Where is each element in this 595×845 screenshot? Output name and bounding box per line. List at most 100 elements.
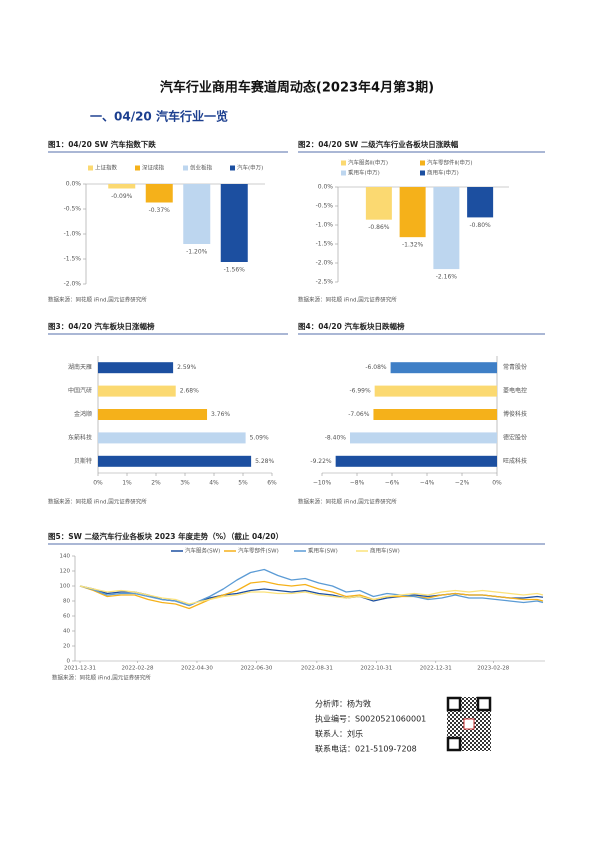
figure-source: 数据来源：同花顺 iFind,国元证券研究所 — [298, 498, 397, 506]
x-tick-label: 2022-06-30 — [240, 666, 272, 672]
legend-label: 汽车(申万) — [237, 164, 263, 172]
x-tick-label: 2023-02-28 — [477, 666, 509, 672]
category-label: 东箭科技 — [68, 433, 92, 441]
figure-source: 数据来源：同花顺 iFind,国元证券研究所 — [298, 296, 397, 304]
category-label: 博俊科技 — [503, 410, 527, 418]
figure-caption: 图2：04/20 SW 二级汽车行业各板块日涨跌幅 — [298, 139, 459, 149]
y-tick-label: -2.0% — [64, 281, 82, 288]
y-tick-label: 140 — [60, 554, 71, 560]
legend-label: 汽车服务Ⅱ(申万) — [348, 159, 388, 167]
legend-label: 汽车零部件(SW) — [238, 547, 279, 555]
category-label: 贝斯特 — [74, 457, 92, 465]
bar — [183, 184, 211, 244]
legend-swatch — [420, 160, 425, 166]
y-tick-label: 0 — [67, 659, 71, 665]
value-label: 3.76% — [211, 411, 230, 418]
category-label: 菱电电控 — [503, 387, 527, 395]
y-tick-label: 120 — [60, 569, 71, 575]
bar — [108, 184, 136, 189]
bar — [374, 385, 497, 397]
legend-swatch — [420, 170, 425, 176]
x-tick-label: 1% — [122, 480, 132, 487]
bar — [373, 409, 497, 420]
y-tick-label: -0.5% — [316, 203, 334, 210]
y-tick-label: -1.5% — [316, 241, 334, 248]
value-label: 2.59% — [177, 364, 196, 371]
y-tick-label: -2.5% — [316, 279, 334, 286]
y-tick-label: -2.0% — [316, 260, 334, 267]
x-tick-label: 0% — [93, 480, 103, 487]
category-label: 德宏股份 — [503, 433, 527, 441]
x-tick-label: 3% — [180, 480, 190, 487]
x-tick-label: 2021-12-31 — [64, 666, 96, 672]
figure-caption: 图5：SW 二级汽车行业各板块 2023 年度走势（%）（截止 04/20） — [48, 531, 283, 541]
legend-swatch — [135, 165, 140, 171]
bar — [399, 187, 426, 238]
x-tick-label: 6% — [267, 480, 277, 487]
x-tick-label: −2% — [455, 480, 470, 487]
series-line — [79, 580, 544, 610]
bar — [98, 409, 208, 420]
x-tick-label: −10% — [313, 480, 332, 487]
y-tick-label: 60 — [63, 614, 70, 620]
license: 执业编号：S0020521060001 — [315, 714, 426, 724]
y-tick-label: 40 — [63, 629, 70, 635]
y-tick-label: 0.0% — [66, 181, 82, 188]
legend-swatch — [88, 165, 93, 171]
value-label: -0.37% — [149, 207, 171, 214]
bar — [98, 385, 176, 397]
value-label: -1.32% — [402, 242, 424, 249]
bar — [365, 187, 392, 220]
category-label: 常青股份 — [503, 363, 527, 371]
figure-source: 数据来源：同花顺 iFind,国元证券研究所 — [48, 498, 147, 506]
legend-swatch — [341, 170, 346, 176]
y-tick-label: 0.0% — [318, 184, 334, 191]
figure-caption: 图1：04/20 SW 汽车指数下跌 — [48, 139, 156, 149]
bar — [350, 432, 497, 444]
x-tick-label: 0% — [492, 480, 502, 487]
legend-label: 乘用车(SW) — [308, 547, 338, 555]
x-tick-label: 2022-12-31 — [420, 666, 452, 672]
legend-label: 上证指数 — [95, 164, 118, 172]
value-label: -1.20% — [186, 249, 208, 256]
category-label: 旺成科技 — [503, 457, 527, 465]
figure-caption: 图3：04/20 汽车板块日涨幅榜 — [48, 321, 155, 331]
x-tick-label: 4% — [209, 480, 219, 487]
x-tick-label: 2022-02-28 — [122, 666, 154, 672]
phone: 联系电话：021-5109-7208 — [315, 744, 417, 754]
y-tick-label: 20 — [63, 644, 70, 650]
x-tick-label: 2022-08-31 — [301, 666, 333, 672]
legend-label: 商用车(SW) — [370, 547, 400, 555]
x-tick-label: 2% — [151, 480, 161, 487]
legend-label: 深证成指 — [142, 164, 165, 172]
value-label: -9.22% — [310, 458, 332, 465]
section-title: 一、04/20 汽车行业一览 — [90, 109, 228, 124]
contact: 联系人：刘乐 — [315, 729, 363, 739]
value-label: -0.09% — [111, 193, 133, 200]
value-label: 2.68% — [180, 388, 199, 395]
value-label: -6.08% — [365, 364, 387, 371]
value-label: 5.09% — [250, 434, 269, 441]
qr-code — [446, 696, 492, 752]
bar — [433, 187, 460, 270]
bar — [335, 455, 497, 467]
y-tick-label: 80 — [63, 599, 70, 605]
y-tick-label: 100 — [60, 584, 71, 590]
series-line — [79, 585, 544, 605]
series-line — [79, 568, 544, 607]
x-tick-label: 2022-04-30 — [181, 666, 213, 672]
value-label: -6.99% — [349, 388, 371, 395]
y-tick-label: -1.0% — [316, 222, 334, 229]
legend-label: 汽车零部件Ⅱ(申万) — [427, 159, 473, 167]
category-label: 金鸿顺 — [74, 410, 92, 418]
category-label: 中国汽研 — [68, 387, 92, 395]
y-tick-label: -1.5% — [64, 256, 82, 263]
legend-label: 商用车(申万) — [427, 169, 459, 177]
legend-label: 汽车服务(SW) — [185, 547, 220, 555]
value-label: -0.86% — [368, 224, 390, 231]
bar — [145, 184, 173, 203]
x-tick-label: 2022-10-31 — [360, 666, 392, 672]
category-label: 湖南天雁 — [68, 363, 92, 371]
value-label: -7.06% — [348, 411, 370, 418]
